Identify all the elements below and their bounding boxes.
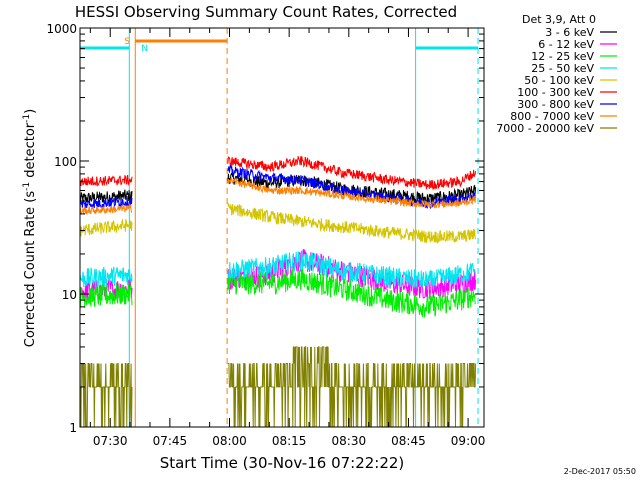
legend-label-3: 25 - 50 keV	[531, 62, 594, 75]
chart-title: HESSI Observing Summary Count Rates, Cor…	[75, 3, 457, 21]
series-trace-5-0	[79, 174, 133, 187]
series-trace-2-1	[227, 268, 476, 318]
series-trace-5-1	[227, 155, 477, 191]
saa-flag-label: S	[124, 37, 130, 47]
series-trace-0-0	[79, 189, 133, 204]
series-trace-4-0	[79, 218, 133, 237]
x-tick-label-2: 08:00	[212, 434, 247, 448]
x-tick-label-6: 09:00	[451, 434, 486, 448]
y-axis-label: Corrected Count Rate (s-1 detector-1)	[22, 109, 38, 347]
legend-label-5: 100 - 300 keV	[517, 86, 594, 99]
x-tick-label-1: 07:45	[153, 434, 188, 448]
series-trace-3-0	[79, 266, 133, 288]
footer-date: 2-Dec-2017 05:50	[564, 467, 636, 476]
legend-label-6: 300 - 800 keV	[517, 98, 594, 111]
series-trace-8-0	[79, 363, 133, 428]
series-trace-4-1	[227, 202, 477, 245]
plot-area: SN	[79, 28, 479, 428]
legend-label-0: 3 - 6 keV	[545, 26, 594, 39]
plot-frame	[79, 27, 485, 428]
y-tick-label-1: 10	[62, 288, 77, 302]
series-trace-6-0	[79, 196, 133, 210]
series-trace-7-1	[227, 177, 477, 209]
y-tick-label-2: 100	[54, 155, 77, 169]
series-trace-7-0	[79, 203, 133, 215]
series-trace-3-1	[227, 250, 477, 291]
legend-label-8: 7000 - 20000 keV	[496, 122, 594, 135]
x-tick-label-4: 08:30	[332, 434, 367, 448]
y-axis: 1 10 100 1000	[46, 22, 484, 435]
series-trace-2-0	[79, 282, 133, 308]
x-tick-label-3: 08:15	[272, 434, 307, 448]
legend-label-1: 6 - 12 keV	[538, 38, 594, 51]
x-tick-label-0: 07:30	[93, 434, 128, 448]
x-axis-label: Start Time (30-Nov-16 07:22:22)	[160, 454, 405, 472]
y-tick-label-3: 1000	[46, 22, 77, 36]
x-tick-label-5: 08:45	[391, 434, 426, 448]
legend-label-2: 12 - 25 keV	[531, 50, 594, 63]
x-axis: 07:30 07:45 08:00 08:15 08:30 08:45 09:00	[89, 28, 486, 448]
legend-title: Det 3,9, Att 0	[522, 13, 596, 26]
legend-label-7: 800 - 7000 keV	[510, 110, 594, 123]
y-tick-label-0: 1	[69, 421, 77, 435]
series-trace-8-1	[227, 346, 477, 428]
legend-label-4: 50 - 100 keV	[524, 74, 594, 87]
night-flag-label: N	[141, 44, 148, 54]
